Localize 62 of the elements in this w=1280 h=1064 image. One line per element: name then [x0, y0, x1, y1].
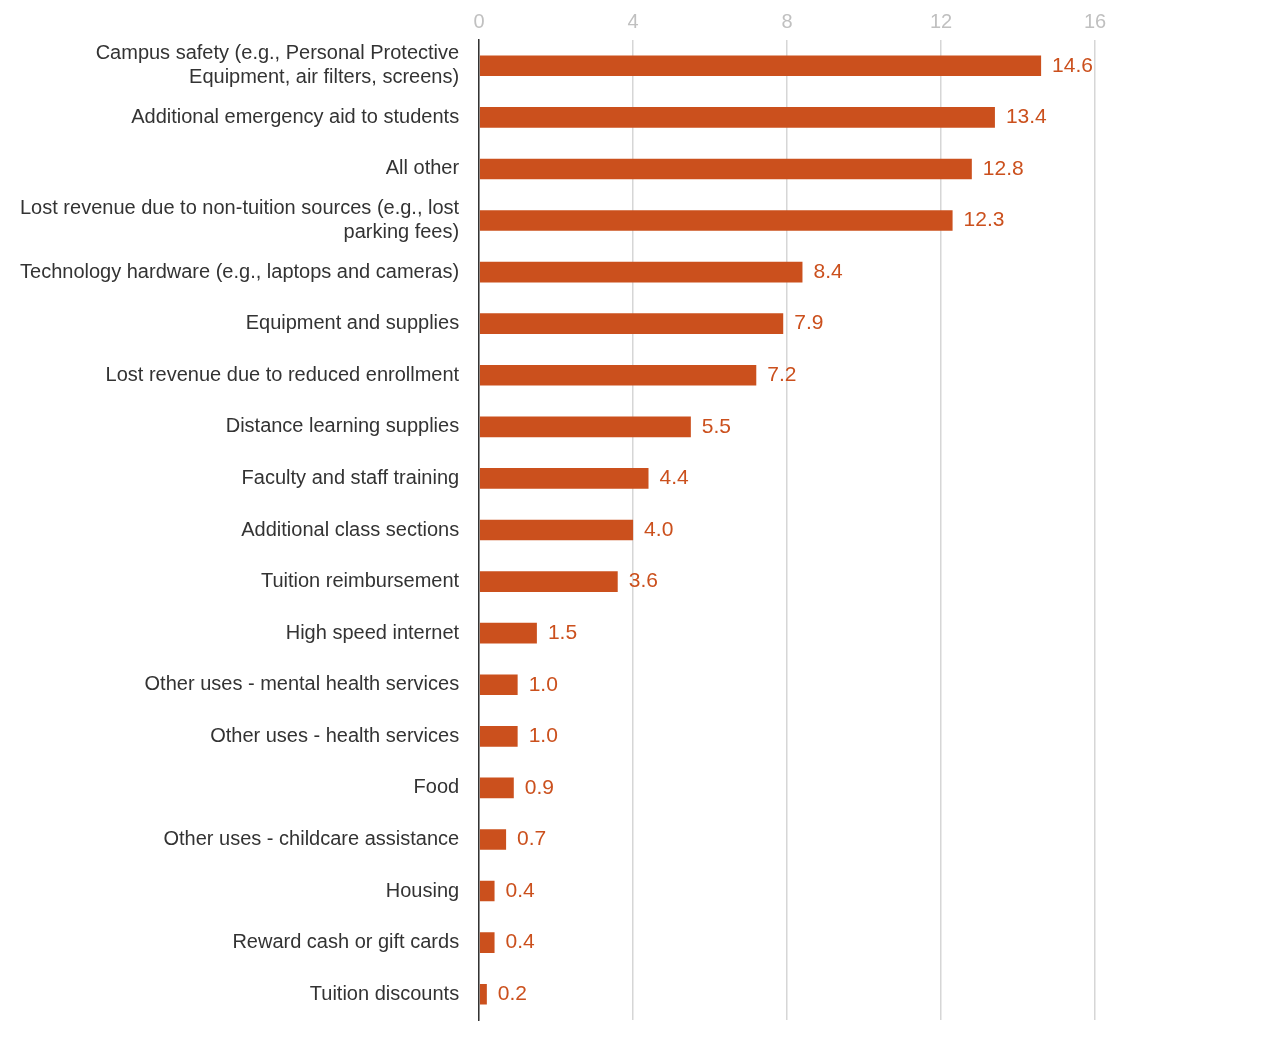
data-label: 7.2 [767, 362, 797, 386]
data-label: 0.9 [524, 774, 554, 798]
y-tick-label: Additional class sections [241, 517, 460, 540]
bar [479, 932, 495, 953]
data-label: 1.5 [547, 619, 578, 643]
y-tick-label: Tuition reimbursement [260, 569, 460, 592]
data-label: 4.0 [644, 516, 674, 540]
bar [479, 829, 507, 850]
data-label: 5.5 [701, 413, 732, 437]
bar [479, 158, 972, 180]
bar [479, 519, 634, 541]
data-label: 0.4 [505, 877, 536, 901]
y-tick-label: Additional emergency aid to students [131, 104, 460, 127]
y-tick-label: Reward cash or gift cards [232, 930, 460, 953]
data-label: 12.3 [963, 207, 1005, 231]
data-label: 8.4 [813, 258, 843, 282]
x-tick-label: 8 [781, 9, 793, 32]
bar [479, 777, 514, 799]
data-label: 0.2 [497, 981, 528, 1005]
bar [479, 468, 649, 489]
y-tick-label: Equipment and supplies [245, 311, 460, 334]
bar [479, 210, 953, 231]
data-label: 4.4 [659, 465, 690, 489]
data-label: 13.4 [1005, 104, 1048, 128]
x-tick-label: 4 [627, 9, 639, 32]
x-tick-label: 0 [473, 9, 485, 32]
y-tick-label: Other uses - health services [210, 723, 460, 746]
y-tick-label: Other uses - mental health services [144, 672, 460, 695]
bar [479, 55, 1042, 77]
bar [479, 107, 995, 128]
y-tick-label: Technology hardware (e.g., laptops and cameras) [20, 259, 460, 282]
data-label: 3.6 [628, 568, 658, 592]
y-tick-label: Other uses - childcare assistance [163, 826, 460, 849]
data-label: 0.4 [505, 929, 536, 953]
y-tick-label: Food [413, 775, 460, 798]
y-tick-label: Lost revenue due to non-tuition sources (e.g., lost parking fees) [19, 196, 460, 243]
y-tick-label: Distance learning supplies [225, 414, 460, 437]
x-tick-label: 12 [929, 9, 953, 32]
data-label: 14.6 [1052, 52, 1093, 76]
x-tick-label: 16 [1083, 9, 1107, 32]
data-label: 1.0 [528, 671, 558, 695]
bar [479, 313, 784, 334]
data-label: 12.8 [982, 155, 1024, 179]
bar [479, 674, 518, 696]
bar [479, 880, 495, 902]
data-label: 7.9 [794, 310, 824, 334]
bar [479, 364, 757, 386]
y-tick-label: Tuition discounts [309, 981, 460, 1004]
data-label: 0.7 [517, 826, 547, 850]
bar [479, 571, 618, 592]
y-tick-label: High speed internet [285, 620, 460, 643]
bar [479, 416, 691, 438]
y-tick-label: Faculty and staff training [241, 465, 460, 488]
bar [479, 261, 803, 283]
y-tick-label: Lost revenue due to reduced enrollment [105, 362, 460, 385]
y-tick-label: Housing [385, 878, 460, 901]
bar [479, 622, 537, 644]
bar [479, 726, 518, 747]
data-label: 1.0 [528, 723, 558, 747]
y-tick-label: Campus safety (e.g., Personal Protective Equipment, air filters, screens) [95, 41, 460, 88]
y-tick-label: All other [385, 156, 460, 179]
bar [479, 983, 487, 1005]
